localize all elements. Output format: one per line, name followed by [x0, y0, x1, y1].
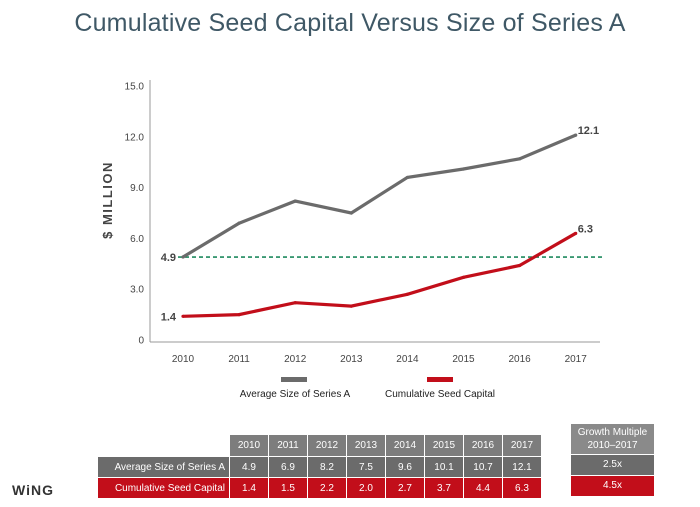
- data-point: [237, 221, 241, 225]
- table-cell: 2.2: [307, 477, 347, 499]
- table-cell: 12.1: [502, 456, 542, 478]
- table-cell: 2.7: [385, 477, 425, 499]
- data-point: [181, 314, 185, 318]
- table-year: 2016: [463, 434, 503, 457]
- table-cell: 10.1: [424, 456, 464, 478]
- start-value-label: 4.9: [161, 252, 176, 264]
- table-year: 2010: [229, 434, 269, 457]
- x-tick-label: 2010: [172, 354, 195, 365]
- table-year: 2017: [502, 434, 542, 457]
- data-point: [518, 263, 522, 268]
- line-chart: 0 3.0 6.0 9.0 12.0 15.0 2010 2011 2012 2013 2014 2…: [100, 80, 604, 400]
- data-point: [349, 211, 353, 215]
- x-tick-label: 2017: [565, 354, 588, 365]
- chart-title: Cumulative Seed Capital Versus Size of S…: [74, 9, 626, 37]
- data-point: [293, 301, 297, 305]
- data-point: [574, 231, 578, 235]
- table-cell: 4.4: [463, 477, 503, 499]
- data-point: [405, 175, 409, 180]
- data-point: [518, 157, 522, 161]
- growth-header-title: Growth Multiple: [577, 427, 648, 438]
- table-year: 2012: [307, 434, 347, 457]
- table-cell: 7.5: [346, 456, 386, 478]
- table-cell: 8.2: [307, 456, 347, 478]
- x-tick-label: 2013: [340, 354, 363, 365]
- table-cell: 6.3: [502, 477, 542, 499]
- y-tick-label: 9.0: [130, 183, 144, 194]
- growth-multiple-series-a: 2.5x: [571, 455, 654, 475]
- wing-logo: WiNG: [12, 482, 54, 498]
- growth-multiple-header: Growth Multiple 2010–2017: [571, 424, 654, 454]
- table-year: 2013: [346, 434, 386, 457]
- x-tick-label: 2014: [396, 354, 419, 365]
- table-cell: 1.5: [268, 477, 308, 499]
- legend-swatch-series-a: [281, 377, 307, 382]
- legend-label-series-a: Average Size of Series A: [240, 389, 351, 400]
- data-point: [461, 275, 466, 279]
- x-tick-label: 2015: [452, 354, 475, 365]
- table-year: 2015: [424, 434, 464, 457]
- end-value-label: 12.1: [578, 125, 599, 137]
- table-row-seed-capital: Cumulative Seed Capital 1.4 1.5 2.2 2.0 …: [97, 477, 542, 499]
- start-value-label: 1.4: [161, 311, 177, 323]
- data-point: [574, 133, 578, 137]
- y-axis-label: $ MILLION: [100, 161, 115, 239]
- table-row-series-a: Average Size of Series A 4.9 6.9 8.2 7.5…: [97, 456, 542, 478]
- y-tick-label: 0: [138, 336, 144, 347]
- table-cell: 1.4: [229, 477, 269, 499]
- x-tick-label: 2011: [228, 354, 250, 365]
- growth-header-range: 2010–2017: [587, 440, 638, 451]
- table-cell: 3.7: [424, 477, 464, 499]
- data-point: [293, 199, 297, 203]
- data-point: [349, 304, 353, 308]
- y-tick-label: 3.0: [130, 285, 144, 296]
- end-value-label: 6.3: [578, 223, 593, 235]
- data-table: 2010 2011 2012 2013 2014 2015 2016 2017 …: [97, 434, 542, 499]
- table-cell: 10.7: [463, 456, 503, 478]
- table-cell: 9.6: [385, 456, 425, 478]
- table-header-row: 2010 2011 2012 2013 2014 2015 2016 2017: [97, 434, 542, 457]
- data-point: [237, 313, 241, 317]
- table-year: 2014: [385, 434, 425, 457]
- table-row-label: Cumulative Seed Capital: [97, 477, 230, 499]
- data-point: [181, 255, 185, 259]
- x-tick-label: 2016: [508, 354, 531, 365]
- growth-multiple-seed-capital: 4.5x: [571, 476, 654, 496]
- y-tick-label: 12.0: [125, 132, 145, 143]
- data-point: [405, 292, 409, 296]
- series-line-series-a: [182, 133, 577, 259]
- series-line-seed-capital: [182, 231, 577, 318]
- table-year: 2011: [268, 434, 308, 457]
- table-cell: 6.9: [268, 456, 308, 478]
- table-cell: 4.9: [229, 456, 269, 478]
- data-point: [461, 167, 466, 171]
- x-tick-label: 2012: [284, 354, 307, 365]
- legend-swatch-seed-capital: [427, 377, 453, 382]
- table-cell: 2.0: [346, 477, 386, 499]
- y-tick-label: 15.0: [125, 82, 145, 93]
- table-row-label: Average Size of Series A: [97, 456, 230, 478]
- legend-label-seed-capital: Cumulative Seed Capital: [385, 389, 495, 400]
- y-tick-label: 6.0: [130, 234, 144, 245]
